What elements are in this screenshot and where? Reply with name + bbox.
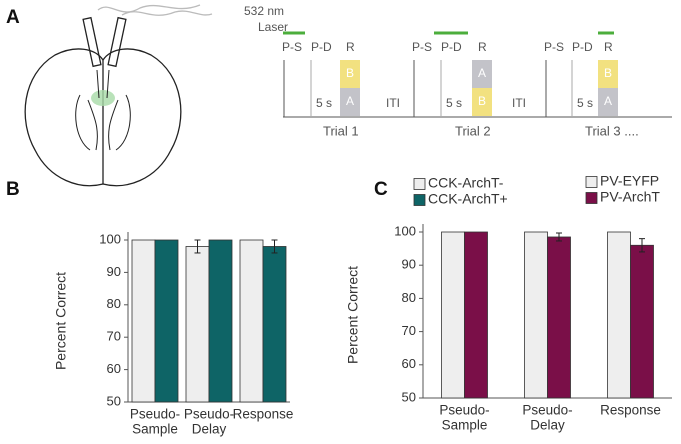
y-tick-label: 70: [402, 323, 416, 338]
trial-label: Trial 1: [323, 123, 359, 138]
legend-swatch: [585, 176, 598, 188]
x-tick-label: Pseudo-: [522, 403, 572, 418]
error-bar: [556, 232, 562, 242]
card: [340, 60, 360, 88]
y-tick-label: 90: [107, 264, 121, 279]
bar: [208, 239, 233, 403]
y-tick-label: 80: [402, 290, 416, 305]
iti-label: ITI: [386, 96, 400, 110]
y-tick-label: 90: [402, 257, 416, 272]
y-tick-label: 60: [107, 361, 121, 376]
x-tick-label: Pseudo-: [184, 407, 234, 422]
y-tick-label: 50: [402, 389, 416, 404]
y-axis-label: Percent Correct: [53, 272, 69, 370]
x-tick-label: Pseudo-: [130, 407, 180, 422]
event-label: R: [604, 40, 613, 54]
bar: [547, 236, 571, 399]
event-label: P-S: [544, 40, 564, 54]
legend-label: CCK-ArchT-: [428, 175, 504, 191]
event-label: P-D: [572, 40, 593, 54]
bar: [630, 244, 654, 399]
card-label: A: [604, 94, 612, 108]
card: [472, 60, 492, 88]
bar: [239, 239, 264, 403]
event-label: R: [478, 40, 487, 54]
event-label: P-D: [441, 40, 462, 54]
x-tick-label: Delay: [192, 422, 227, 437]
bar: [607, 231, 631, 399]
card: [340, 88, 360, 116]
y-axis-label: Percent Correct: [345, 266, 361, 364]
card-label: B: [604, 66, 612, 80]
x-tick-label: Pseudo-: [439, 403, 489, 418]
panel-label: A: [6, 7, 20, 28]
panel-label: C: [374, 179, 388, 200]
event-label: R: [346, 40, 355, 54]
event-label: P-D: [311, 40, 332, 54]
bar: [524, 231, 548, 399]
legend-swatch: [585, 192, 598, 204]
legend-label: PV-ArchT: [600, 189, 660, 205]
y-tick-label: 100: [394, 223, 416, 238]
x-tick-label: Sample: [132, 422, 178, 437]
card-label: B: [478, 94, 486, 108]
error-bar: [639, 238, 645, 253]
event-label: P-S: [282, 40, 302, 54]
bar: [185, 246, 210, 403]
legend-label: PV-EYFP: [600, 173, 659, 189]
panel-label: B: [6, 179, 20, 200]
bar: [154, 239, 179, 403]
trial-label: Trial 3 ....: [585, 123, 639, 138]
card-label: B: [346, 66, 354, 80]
bar: [441, 231, 465, 399]
card-label: A: [478, 66, 486, 80]
legend-swatch: [413, 178, 426, 190]
card: [598, 60, 618, 88]
bar: [464, 231, 488, 399]
trial-label: Trial 2: [455, 123, 491, 138]
error-bar: [271, 239, 278, 254]
card-label: A: [346, 94, 354, 108]
x-tick-label: Response: [233, 407, 294, 422]
iti-label: ITI: [512, 96, 526, 110]
card: [598, 88, 618, 116]
y-tick-label: 50: [107, 393, 121, 408]
brain-schematic: [24, 4, 213, 187]
y-tick-label: 80: [107, 296, 121, 311]
laser-label: 532 nm: [244, 4, 284, 18]
error-bar: [194, 239, 201, 254]
y-tick-label: 100: [99, 231, 121, 246]
y-tick-label: 60: [402, 356, 416, 371]
event-label: P-S: [412, 40, 432, 54]
bar: [262, 246, 287, 403]
bar: [131, 239, 156, 403]
x-tick-label: Response: [600, 403, 661, 418]
card: [472, 88, 492, 116]
y-tick-label: 70: [107, 329, 121, 344]
x-tick-label: Delay: [530, 418, 565, 433]
delay-label: 5 s: [316, 96, 332, 110]
legend-label: CCK-ArchT+: [428, 191, 508, 207]
legend-swatch: [413, 194, 426, 206]
delay-label: 5 s: [577, 96, 593, 110]
laser-label: Laser: [258, 20, 288, 34]
delay-label: 5 s: [446, 96, 462, 110]
x-tick-label: Sample: [442, 418, 488, 433]
